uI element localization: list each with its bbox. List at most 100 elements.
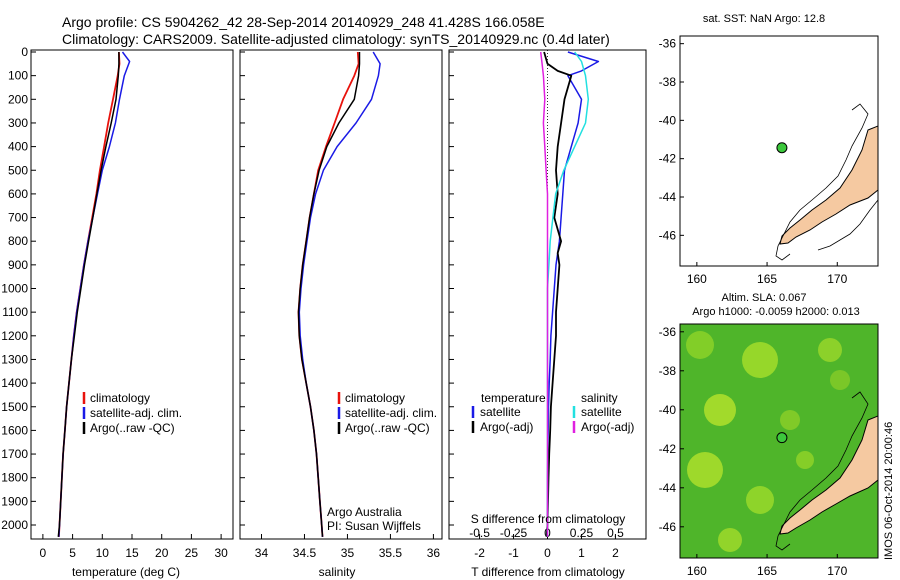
- depth-tick-label: 700: [8, 211, 28, 225]
- x-tick-label: 34.5: [293, 546, 317, 560]
- x2-tick-label: 0.25: [570, 526, 594, 540]
- map-sst-title: sat. SST: NaN Argo: 12.8: [703, 13, 825, 25]
- depth-tick-label: 2000: [1, 518, 28, 532]
- map-sla-axes: 160 165 170 -36 -38 -40 -42 -44 -46: [659, 325, 848, 578]
- depth-tick-label: 1600: [1, 423, 28, 437]
- series-line-salinity-satellite: [546, 51, 590, 537]
- map-y-tick-label: -44: [659, 190, 677, 204]
- map-sst-coast: [775, 103, 878, 261]
- argo-float-marker: [776, 142, 788, 154]
- x-tick-label: 15: [125, 546, 139, 560]
- series-line-argo-raw-qc-: [297, 52, 361, 537]
- argo-float-marker: [776, 432, 788, 444]
- series-line-climatology: [297, 51, 360, 537]
- map-x-tick-label: 170: [827, 272, 847, 286]
- depth-tick-label: 400: [8, 140, 28, 154]
- x-tick-label: 36: [427, 546, 441, 560]
- legend-label-argo: Argo(..raw -QC): [345, 421, 430, 435]
- map-y-tick-label: -36: [659, 37, 677, 51]
- map-sla-frame: [679, 323, 879, 559]
- depth-tick-label: 1200: [1, 329, 28, 343]
- legend-label-s-argo: Argo(-adj): [581, 420, 634, 434]
- map-x-tick-label: 170: [827, 564, 847, 578]
- sla-anomaly-patch: [686, 331, 714, 359]
- legend-label-t-argo: Argo(-adj): [480, 420, 533, 434]
- south-island-land: [779, 415, 878, 535]
- depth-tick-label: 1100: [2, 305, 28, 319]
- sla-anomaly-patch: [718, 528, 742, 552]
- legend-label-argo: Argo(..raw -QC): [90, 421, 175, 435]
- map-y-tick-label: -46: [659, 520, 677, 534]
- x-tick-label: 34: [255, 546, 269, 560]
- map-sst-contour-south: [817, 199, 878, 251]
- x-tick-label: 35: [341, 546, 355, 560]
- salinity-plot: 34 34.5 35 35.5 36: [255, 51, 441, 560]
- sla-anomaly-patch: [780, 410, 800, 430]
- south-island-land: [779, 125, 878, 245]
- x-tick-label: 5: [69, 546, 76, 560]
- salinity-legend: climatology satellite-adj. clim. Argo(..…: [337, 391, 437, 435]
- sla-anomaly-patch: [704, 394, 736, 426]
- figure-title-line2: Climatology: CARS2009. Satellite-adjuste…: [62, 31, 610, 47]
- x-tick-label: 30: [214, 546, 228, 560]
- x-tick-label: 35.5: [379, 546, 403, 560]
- depth-tick-label: 100: [8, 69, 28, 83]
- map-y-tick-label: -42: [659, 152, 677, 166]
- temperature-plot: 0 5 10 15 20 25 30: [40, 51, 228, 560]
- sla-anomaly-patch: [818, 338, 842, 362]
- map-y-tick-label: -36: [659, 325, 677, 339]
- series-line-argo-raw-qc-: [57, 52, 120, 537]
- x-tick-label: 25: [185, 546, 199, 560]
- sla-anomaly-patch: [746, 486, 774, 514]
- temperature-panel-frame: [30, 49, 234, 540]
- x-tick-label: 20: [155, 546, 169, 560]
- legend-label-t-satellite: satellite: [480, 405, 521, 419]
- map-y-tick-label: -44: [659, 481, 677, 495]
- map-sst-frame: [679, 35, 879, 267]
- salinity-panel-frame: [239, 49, 443, 540]
- map-sst-axes: 160 165 170 -36 -38 -40 -42 -44 -46: [659, 37, 848, 286]
- legend-header-salinity: salinity: [581, 391, 618, 405]
- depth-tick-label: 200: [8, 92, 28, 106]
- figure-title-line1: Argo profile: CS 5904262_42 28-Sep-2014 …: [62, 14, 545, 30]
- depth-tick-label: 1300: [1, 352, 28, 366]
- salinity-axis-label: salinity: [319, 565, 356, 579]
- map-y-tick-label: -40: [659, 403, 677, 417]
- depth-tick-label: 500: [8, 163, 28, 177]
- series-line-temperature-argo-adj-: [543, 51, 573, 537]
- x-tick-label: -2: [474, 546, 485, 560]
- depth-axis: 0 100 200 300 400 500 600 700 800 900 1000 1100 1200…: [1, 45, 454, 532]
- map-sla-coast: [775, 391, 878, 551]
- depth-tick-label: 1700: [1, 447, 28, 461]
- map-sla-contour-west: [775, 391, 869, 551]
- sla-anomaly-patch: [687, 452, 723, 488]
- x-tick-label: 2: [612, 546, 619, 560]
- temperature-legend: climatology satellite-adj. clim. Argo(..…: [82, 391, 182, 435]
- map-sla-title-line1: Altim. SLA: 0.067: [722, 292, 807, 304]
- map-x-tick-label: 160: [687, 272, 707, 286]
- series-line-satellite-adj-clim-: [58, 51, 131, 537]
- x-tick-label: -1: [508, 546, 519, 560]
- depth-tick-label: 1900: [1, 494, 28, 508]
- series-line-salinity-argo-adj-: [539, 51, 549, 537]
- legend-label-satellite: satellite-adj. clim.: [90, 406, 182, 420]
- legend-label-s-satellite: satellite: [581, 405, 622, 419]
- x-tick-label: 0: [544, 546, 551, 560]
- x2-tick-label: -0.5: [469, 526, 490, 540]
- map-x-tick-label: 160: [687, 564, 707, 578]
- difference-legend: temperature salinity satellite Argo(-adj…: [471, 391, 634, 434]
- x-tick-label: 1: [578, 546, 585, 560]
- depth-tick-label: 1800: [1, 471, 28, 485]
- depth-tick-label: 800: [8, 234, 28, 248]
- depth-tick-label: 600: [8, 187, 28, 201]
- difference-plot: -2 -1 0 1 2-0.5 -0.25 0 0.25 0.5: [469, 50, 624, 560]
- map-x-tick-label: 165: [757, 272, 777, 286]
- map-y-tick-label: -38: [659, 364, 677, 378]
- map-sla-stamp: IMOS 06-Oct-2014 20:00:46: [883, 422, 895, 560]
- x-tick-label: 10: [96, 546, 110, 560]
- map-y-tick-label: -42: [659, 442, 677, 456]
- depth-tick-label: 1400: [1, 376, 28, 390]
- sla-anomaly-patch: [742, 342, 778, 378]
- x2-tick-label: -0.25: [500, 526, 528, 540]
